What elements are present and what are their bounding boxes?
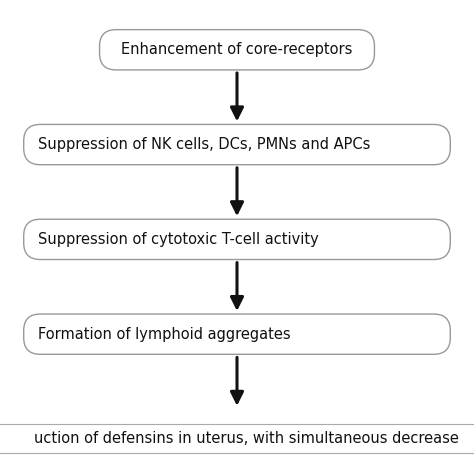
FancyBboxPatch shape (100, 30, 374, 70)
FancyBboxPatch shape (24, 125, 450, 165)
Text: Formation of lymphoid aggregates: Formation of lymphoid aggregates (38, 327, 291, 342)
Text: Enhancement of core-receptors: Enhancement of core-receptors (121, 42, 353, 57)
Text: uction of defensins in uterus, with simultaneous decrease: uction of defensins in uterus, with simu… (34, 431, 459, 446)
FancyBboxPatch shape (24, 219, 450, 260)
FancyBboxPatch shape (24, 314, 450, 355)
Text: Suppression of cytotoxic T-cell activity: Suppression of cytotoxic T-cell activity (38, 232, 319, 247)
Text: Suppression of NK cells, DCs, PMNs and APCs: Suppression of NK cells, DCs, PMNs and A… (38, 137, 370, 152)
